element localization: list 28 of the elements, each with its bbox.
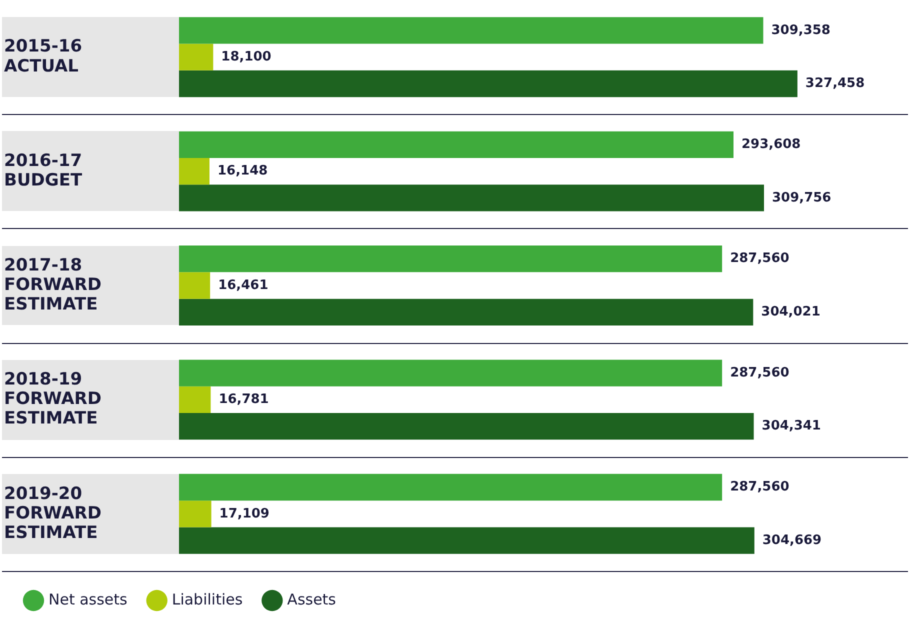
data-label: 309,756	[772, 190, 832, 206]
bar	[179, 272, 210, 299]
data-label: 304,669	[762, 532, 822, 548]
y-tick-label: 2016-17 BUDGET	[4, 150, 82, 190]
y-tick-label: 2018-19 FORWARD ESTIMATE	[4, 370, 102, 429]
bar	[179, 44, 214, 70]
data-label: 16,148	[217, 164, 268, 179]
legend-label: Net assets	[48, 590, 128, 608]
bar	[179, 386, 211, 414]
bar	[179, 500, 212, 528]
data-label: 287,560	[730, 365, 790, 380]
data-label: 287,560	[730, 480, 790, 495]
data-label: 304,021	[761, 304, 820, 320]
y-tick-label: 2017-18 FORWARD ESTIMATE	[4, 255, 102, 314]
y-tick-label: 2019-20 FORWARD ESTIMATE	[4, 484, 102, 543]
data-label: 309,358	[771, 22, 830, 38]
data-label: 16,461	[218, 278, 268, 293]
data-label: 287,560	[730, 251, 790, 266]
data-label: 16,781	[218, 392, 269, 408]
data-label: 18,100	[221, 49, 272, 64]
data-label: 327,458	[805, 76, 865, 92]
y-tick-label: 2015-16 ACTUAL	[4, 36, 82, 76]
data-label: 304,341	[762, 418, 821, 434]
legend-label: Liabilities	[172, 590, 243, 608]
bar	[179, 158, 210, 185]
legend-label: Assets	[287, 590, 336, 608]
data-label: 293,608	[742, 137, 801, 152]
data-label: 17,109	[219, 506, 270, 522]
